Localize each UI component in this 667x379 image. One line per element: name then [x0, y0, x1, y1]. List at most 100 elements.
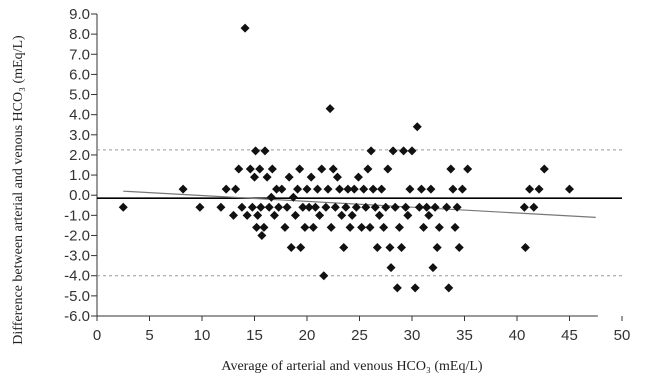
data-point [284, 172, 294, 182]
data-point [300, 222, 310, 232]
data-point [310, 202, 320, 212]
data-point [178, 184, 188, 194]
data-point [419, 222, 429, 232]
y-tick-label: -2.0 [64, 227, 90, 244]
data-point [374, 210, 384, 220]
x-tick-label: 25 [351, 327, 368, 344]
data-point [216, 202, 226, 212]
data-point [274, 202, 284, 212]
data-point [315, 210, 325, 220]
data-point [377, 184, 387, 194]
data-point [416, 184, 426, 194]
data-point [403, 210, 413, 220]
data-point [414, 202, 424, 212]
x-tick-label: 45 [561, 327, 578, 344]
data-point [242, 210, 252, 220]
data-point [332, 172, 342, 182]
data-point [454, 243, 464, 253]
y-tick-label: -3.0 [64, 248, 90, 265]
data-point [446, 164, 456, 174]
data-point [308, 222, 318, 232]
y-tick-label: 1.0 [69, 167, 90, 184]
data-point [405, 184, 415, 194]
data-point [288, 192, 298, 202]
data-point [394, 222, 404, 232]
data-point [529, 202, 539, 212]
x-tick-label: 0 [93, 327, 101, 344]
data-point [296, 243, 306, 253]
y-tick-label: 9.0 [69, 6, 90, 23]
data-point [539, 164, 549, 174]
data-point [424, 210, 434, 220]
data-point [306, 172, 316, 182]
data-point [237, 202, 247, 212]
data-point [386, 263, 396, 273]
plot-area: 9.0 8.0 7.0 6.0 5.0 4.0 3.0 2.0 1.0 0.0 -1.0 -2.0 -3… [64, 6, 630, 344]
data-point [280, 222, 290, 232]
y-tick-label: 8.0 [69, 26, 90, 43]
y-axis-label-group: Difference between arterial and venous H… [11, 35, 26, 345]
data-point [534, 184, 544, 194]
data-point [385, 243, 395, 253]
data-point [118, 202, 128, 212]
data-point [442, 202, 452, 212]
data-point [343, 184, 353, 194]
data-point [195, 202, 205, 212]
data-point [245, 164, 255, 174]
data-point [434, 222, 444, 232]
data-point [337, 210, 347, 220]
regression-line [123, 190, 596, 218]
data-point [267, 164, 277, 174]
data-point [256, 202, 266, 212]
data-point [317, 164, 327, 174]
data-point [304, 202, 314, 212]
data-point [319, 271, 329, 281]
data-point [379, 222, 389, 232]
data-point [390, 202, 400, 212]
y-tick-label: -1.0 [64, 207, 90, 224]
data-point [399, 146, 409, 156]
data-point [359, 184, 369, 194]
data-point [252, 222, 262, 232]
data-point [341, 202, 351, 212]
x-tick-label: 50 [614, 327, 631, 344]
data-point [286, 243, 296, 253]
data-point [388, 146, 398, 156]
y-tick-label: -6.0 [64, 308, 90, 325]
y-tick-label: 3.0 [69, 127, 90, 144]
data-point [266, 192, 276, 202]
data-point [565, 184, 574, 194]
data-point [262, 172, 272, 182]
y-tick-label: 6.0 [69, 66, 90, 83]
data-point [313, 184, 322, 194]
x-tick-label: 35 [456, 327, 473, 344]
data-point [282, 202, 292, 212]
data-point [269, 210, 279, 220]
data-point [257, 230, 267, 240]
x-tick-label: 40 [509, 327, 526, 344]
data-point [410, 283, 420, 293]
data-point [383, 164, 393, 174]
data-point [347, 210, 357, 220]
data-point [363, 164, 373, 174]
data-point [392, 283, 402, 293]
data-point [231, 184, 241, 194]
data-point [321, 202, 331, 212]
y-tick-label: 4.0 [69, 107, 90, 124]
data-point [432, 243, 442, 253]
data-point [525, 184, 535, 194]
data-point [366, 146, 376, 156]
data-point [448, 184, 458, 194]
data-point [250, 172, 259, 182]
data-point [463, 164, 473, 174]
data-point [330, 202, 340, 212]
data-point [326, 222, 336, 232]
data-point [234, 164, 244, 174]
data-point [290, 210, 300, 220]
data-point [349, 184, 359, 194]
data-point [519, 202, 529, 212]
data-point [323, 184, 333, 194]
data-point [361, 202, 371, 212]
y-tick-label: 5.0 [69, 87, 90, 104]
data-point [335, 184, 345, 194]
